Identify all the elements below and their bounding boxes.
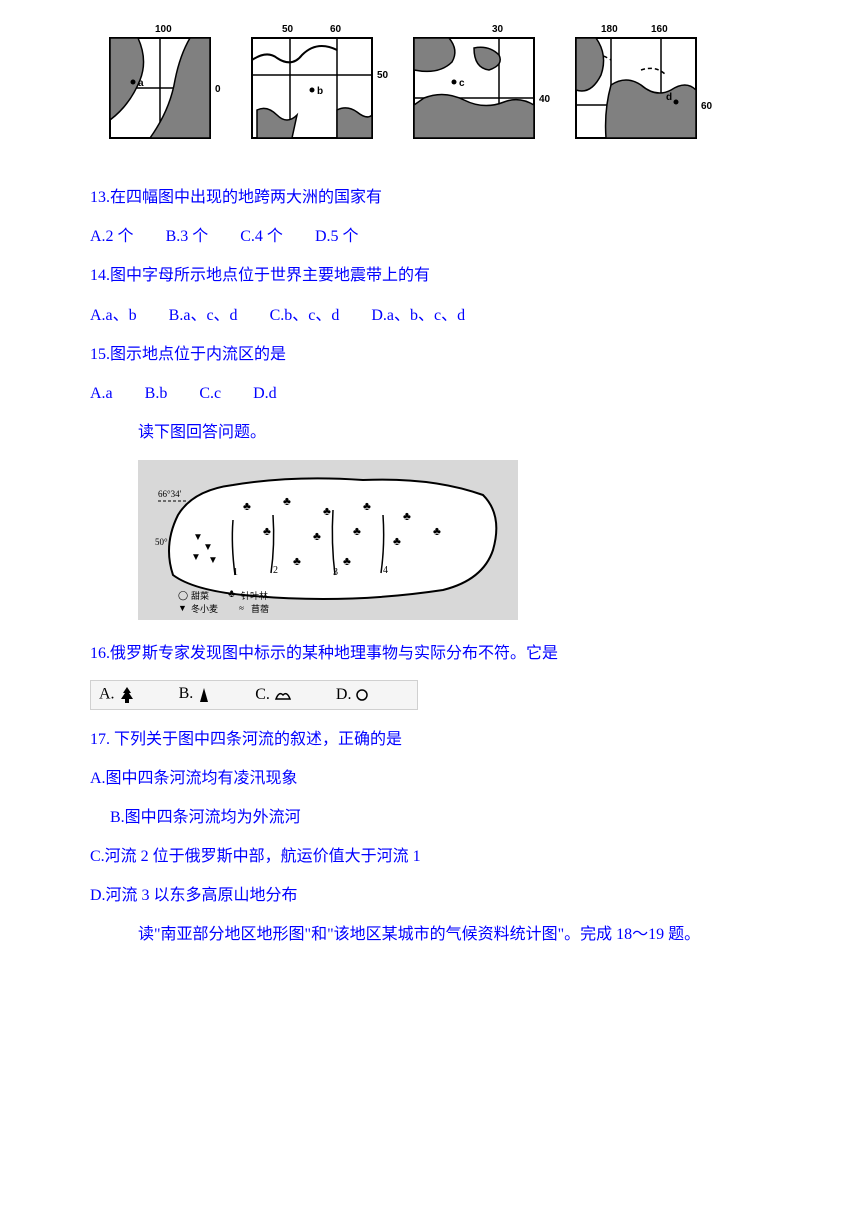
svg-text:▼: ▼ <box>208 555 218 566</box>
legend-reed: 苜蓿 <box>251 603 269 614</box>
q15-opt-b: B.b <box>145 385 168 402</box>
map-panel-c: 30 c 40 <box>404 20 554 160</box>
svg-text:♣: ♣ <box>393 534 401 548</box>
legend-sugar: 甜菜 <box>191 590 209 601</box>
russia-lat-label: 66°34' <box>158 489 182 499</box>
svg-text:♣: ♣ <box>323 504 331 518</box>
q17-opt-b: B.图中四条河流均为外流河 <box>90 800 770 835</box>
svg-text:♣: ♣ <box>293 554 301 568</box>
question-15-options: A.a B.b C.c D.d <box>90 376 770 411</box>
q14-opt-c: C.b、c、d <box>270 307 340 324</box>
map-d-top-label-2: 160 <box>651 24 668 35</box>
q16-opt-c: C. <box>255 686 292 704</box>
map-panel-b: 50 60 b 50 <box>242 20 392 160</box>
svg-text:♣: ♣ <box>228 588 235 600</box>
map-a-point: a <box>138 78 144 89</box>
map-b-point: b <box>317 86 323 97</box>
q14-opt-d: D.a、b、c、d <box>371 307 465 324</box>
russia-map: 66°34' 50° ♣ ♣ ♣ ♣ ♣ ♣ ♣ ♣ ♣ ♣ ♣ ♣ ▼ ▼ ▼… <box>138 460 518 620</box>
svg-text:▼: ▼ <box>193 532 203 543</box>
svg-text:♣: ♣ <box>433 524 441 538</box>
svg-text:♣: ♣ <box>243 499 251 513</box>
svg-text:♣: ♣ <box>283 494 291 508</box>
map-panel-a: 100 a 0 <box>90 20 230 160</box>
q13-opt-a: A.2 个 <box>90 228 134 245</box>
svg-text:50°: 50° <box>155 537 168 547</box>
svg-text:≈: ≈ <box>239 603 244 613</box>
legend-conifer: 针叶林 <box>241 590 268 601</box>
legend-wheat: 冬小麦 <box>191 603 218 614</box>
map-b-top-label-2: 60 <box>330 24 342 35</box>
svg-text:♣: ♣ <box>263 524 271 538</box>
map-b-top-label-1: 50 <box>282 24 294 35</box>
instruction-1: 读下图回答问题。 <box>90 415 770 450</box>
map-c-right-label: 40 <box>539 94 551 105</box>
q17-opt-d: D.河流 3 以东多高原山地分布 <box>90 878 770 913</box>
q16-opt-a: A. <box>99 685 135 705</box>
q17-opt-c: C.河流 2 位于俄罗斯中部，航运价值大于河流 1 <box>90 839 770 874</box>
svg-text:♣: ♣ <box>353 524 361 538</box>
svg-text:♣: ♣ <box>313 529 321 543</box>
q17-opt-a: A.图中四条河流均有凌汛现象 <box>90 761 770 796</box>
svg-text:▼: ▼ <box>203 542 213 553</box>
instruction-2: 读"南亚部分地区地形图"和"该地区某城市的气候资料统计图"。完成 18～19 题… <box>90 917 770 952</box>
map-a-right-label: 0 <box>215 84 221 95</box>
map-d-point: d <box>666 92 672 103</box>
q15-opt-a: A.a <box>90 385 113 402</box>
question-13: 13.在四幅图中出现的地跨两大洲的国家有 <box>90 180 770 215</box>
svg-text:4: 4 <box>383 565 388 576</box>
svg-text:2: 2 <box>273 565 278 576</box>
map-a-top-label: 100 <box>155 24 172 35</box>
svg-text:▼: ▼ <box>191 552 201 563</box>
map-c-point: c <box>459 78 465 89</box>
q14-opt-a: A.a、b <box>90 307 137 324</box>
svg-text:♣: ♣ <box>343 554 351 568</box>
q14-opt-b: B.a、c、d <box>169 307 238 324</box>
question-16-options: A. B. C. D. <box>90 680 418 710</box>
question-14: 14.图中字母所示地点位于世界主要地震带上的有 <box>90 258 770 293</box>
q15-opt-c: C.c <box>199 385 221 402</box>
q13-opt-c: C.4 个 <box>240 228 283 245</box>
question-15: 15.图示地点位于内流区的是 <box>90 337 770 372</box>
question-17: 17. 下列关于图中四条河流的叙述，正确的是 <box>90 722 770 757</box>
four-map-panels: 100 a 0 50 60 b 50 30 <box>90 20 770 160</box>
question-14-options: A.a、b B.a、c、d C.b、c、d D.a、b、c、d <box>90 298 770 333</box>
map-b-right-label: 50 <box>377 70 389 81</box>
svg-text:♣: ♣ <box>403 509 411 523</box>
svg-text:◯: ◯ <box>178 590 188 601</box>
map-d-right-label: 60 <box>701 101 713 112</box>
q15-opt-d: D.d <box>253 385 277 402</box>
map-d-top-label-1: 180 <box>601 24 618 35</box>
q16-opt-d: D. <box>336 686 370 704</box>
q13-opt-b: B.3 个 <box>166 228 209 245</box>
svg-text:♣: ♣ <box>363 499 371 513</box>
q13-opt-d: D.5 个 <box>315 228 359 245</box>
question-16: 16.俄罗斯专家发现图中标示的某种地理事物与实际分布不符。它是 <box>90 636 770 671</box>
map-c-top-label: 30 <box>492 24 504 35</box>
svg-text:▼: ▼ <box>178 603 187 613</box>
q16-opt-b: B. <box>179 685 212 703</box>
question-13-options: A.2 个 B.3 个 C.4 个 D.5 个 <box>90 219 770 254</box>
map-panel-d: 180 160 d 60 <box>566 20 716 160</box>
